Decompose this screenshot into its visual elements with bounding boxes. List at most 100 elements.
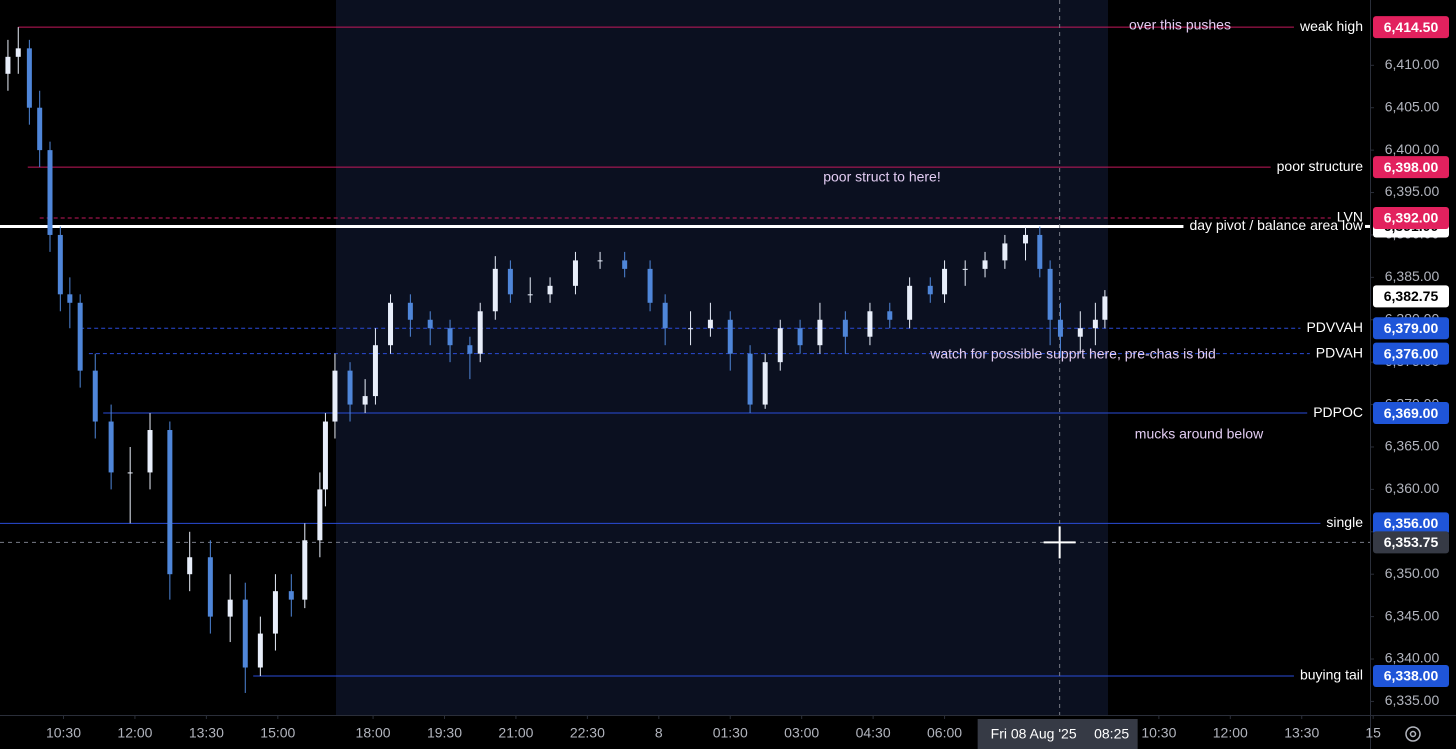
- x-tick-label: 12:00: [117, 725, 152, 741]
- y-tick-label: 6,395.00: [1385, 183, 1440, 199]
- level-price-box: [1373, 512, 1449, 535]
- level-price-box: [1373, 664, 1449, 687]
- level-price-label: 6,392.00: [1384, 210, 1439, 226]
- candle-body: [257, 633, 263, 668]
- y-tick-label: 6,400.00: [1385, 141, 1440, 157]
- candle-body: [1092, 319, 1098, 329]
- candle-body: [688, 328, 694, 330]
- level-name: single: [1326, 514, 1363, 530]
- y-tick-label: 6,350.00: [1385, 565, 1440, 581]
- x-tick-label: 01:30: [713, 725, 748, 741]
- annotation: poor struct to here!: [823, 169, 941, 185]
- candle-body: [842, 319, 848, 337]
- level-price-box: [1373, 156, 1449, 179]
- candle-body: [57, 234, 63, 295]
- x-tick-label: 15:00: [260, 725, 295, 741]
- candle-body: [447, 328, 453, 346]
- candle-body: [15, 48, 21, 57]
- candle-body: [147, 430, 153, 473]
- level-name: buying tail: [1300, 667, 1363, 683]
- candle-body: [727, 319, 733, 354]
- candle-body: [362, 396, 368, 405]
- level-price-label: 6,338.00: [1384, 668, 1439, 684]
- gear-hub: [1409, 730, 1417, 738]
- y-tick-label: 6,385.00: [1385, 268, 1440, 284]
- candle-body: [5, 56, 11, 74]
- level-price-label: 6,398.00: [1384, 159, 1439, 175]
- level-price-box: [1373, 206, 1449, 229]
- candle-body: [887, 311, 893, 320]
- candle-body: [47, 150, 53, 235]
- level-price-box: [1373, 16, 1449, 39]
- candle-body: [492, 268, 498, 312]
- level-name: PDVAH: [1316, 344, 1363, 360]
- candle-body: [477, 311, 483, 354]
- x-tick-label: 13:30: [189, 725, 224, 741]
- x-tick-label: 12:00: [1213, 725, 1248, 741]
- candle-body: [347, 370, 353, 405]
- candle-body: [332, 370, 338, 422]
- y-tick-label: 6,360.00: [1385, 480, 1440, 496]
- candle-body: [26, 48, 32, 108]
- candle-body: [207, 557, 213, 617]
- x-tick-label: 13:30: [1284, 725, 1319, 741]
- candle-body: [1023, 234, 1029, 244]
- candle-body: [227, 599, 233, 617]
- y-tick-label: 6,410.00: [1385, 56, 1440, 72]
- candle-body: [547, 285, 553, 295]
- last-price-label: 6,382.75: [1384, 288, 1439, 304]
- crosshair-price-label: 6,353.75: [1384, 534, 1439, 550]
- candle-body: [317, 489, 323, 541]
- candle-body: [907, 285, 913, 320]
- level-price-box: [1373, 317, 1449, 340]
- x-tick-label: 19:30: [427, 725, 462, 741]
- crosshair-price-box: [1373, 531, 1449, 554]
- candle-body: [777, 328, 783, 363]
- candle-body: [187, 557, 193, 575]
- y-tick-label: 6,335.00: [1385, 692, 1440, 708]
- candle-body: [707, 319, 713, 329]
- candle-body: [747, 353, 753, 405]
- level-name: weak high: [1299, 18, 1363, 34]
- candle-body: [77, 302, 83, 371]
- crosshair-date: Fri 08 Aug '25: [991, 726, 1077, 742]
- candle-body: [322, 421, 328, 490]
- y-tick-label: 6,365.00: [1385, 438, 1440, 454]
- candle-body: [1102, 296, 1108, 320]
- session-shade: [336, 0, 1108, 715]
- candle-body: [302, 540, 308, 600]
- x-tick-label: 21:00: [498, 725, 533, 741]
- candle-body: [797, 328, 803, 346]
- candle-body: [622, 260, 628, 269]
- level-price-label: 6,414.50: [1384, 19, 1439, 35]
- candle-body: [647, 268, 653, 303]
- candle-body: [427, 319, 433, 329]
- candle-body: [1002, 243, 1008, 261]
- level-price-label: 6,369.00: [1384, 405, 1439, 421]
- crosshair-time: 08:25: [1094, 726, 1129, 742]
- x-tick-label: 8: [655, 725, 663, 741]
- x-tick-label: 10:30: [46, 725, 81, 741]
- annotation: watch for possible supprt here, pre-chas…: [929, 346, 1216, 362]
- crosshair-time-box: [977, 719, 1138, 749]
- candle-body: [108, 421, 114, 473]
- level-name: PDVVAH: [1306, 319, 1363, 335]
- candle-body: [982, 260, 988, 269]
- candle-body: [597, 260, 603, 262]
- candle-body: [67, 294, 73, 303]
- candle-body: [272, 591, 278, 634]
- candle-body: [1037, 234, 1043, 269]
- level-price-label: 6,356.00: [1384, 515, 1439, 531]
- candle-body: [572, 260, 578, 286]
- candle-body: [37, 107, 43, 151]
- level-name: LVN: [1337, 209, 1363, 225]
- x-tick-label: 03:00: [784, 725, 819, 741]
- candle-body: [167, 430, 173, 575]
- settings-icon[interactable]: [1405, 726, 1421, 742]
- candle-body: [1047, 268, 1053, 320]
- candle-body: [962, 268, 968, 270]
- candle-body: [662, 302, 668, 329]
- candle-body: [927, 285, 933, 295]
- level-price-label: 6,376.00: [1384, 345, 1439, 361]
